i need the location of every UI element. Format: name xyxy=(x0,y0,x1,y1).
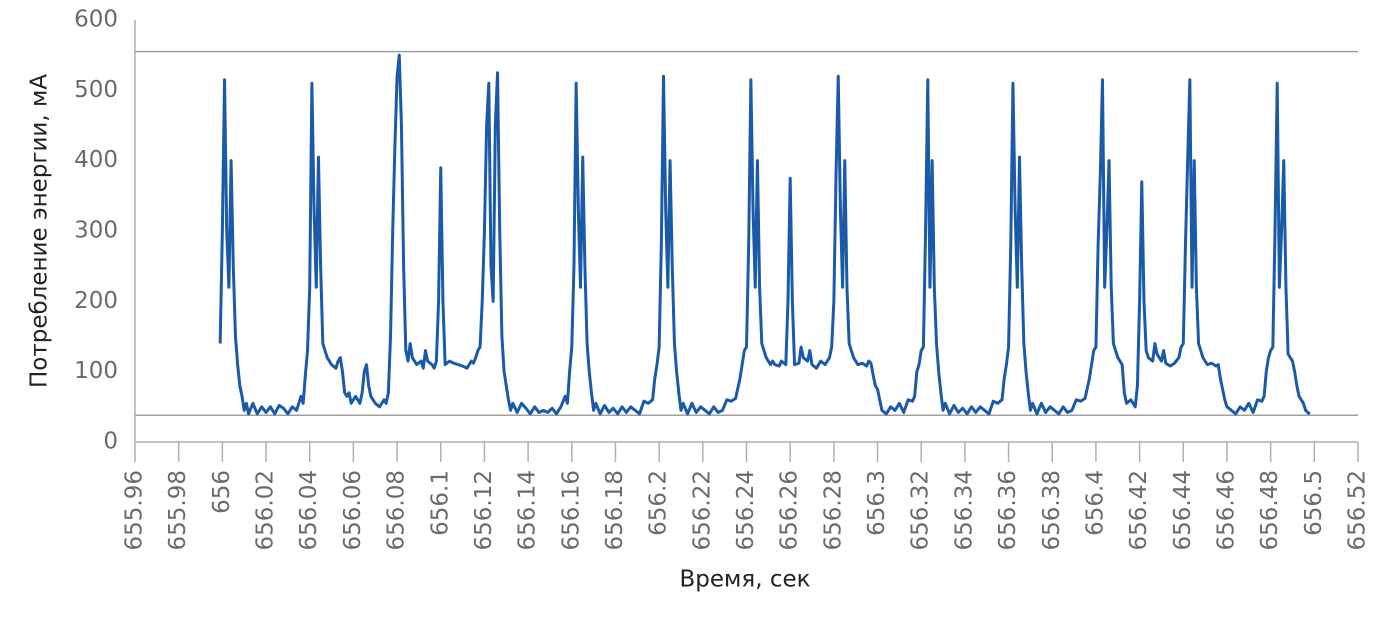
y-tick-label: 100 xyxy=(74,358,118,384)
x-axis-title: Время, сек xyxy=(679,567,810,593)
y-tick-label: 300 xyxy=(74,218,118,244)
x-tick-label: 656.16 xyxy=(558,470,584,550)
x-tick-label: 656.02 xyxy=(253,470,279,550)
x-tick-label: 656.32 xyxy=(908,470,934,550)
x-tick-label: 656.46 xyxy=(1213,470,1239,550)
y-tick-label: 600 xyxy=(74,7,118,33)
x-tick-label: 656.38 xyxy=(1039,470,1065,550)
x-tick-label: 656.4 xyxy=(1082,470,1108,536)
x-tick-label: 656.42 xyxy=(1126,470,1152,550)
x-tick-label: 656.28 xyxy=(820,470,846,550)
x-tick-label: 656.1 xyxy=(427,470,453,536)
x-tick-label: 656.34 xyxy=(951,470,977,550)
x-tick-label: 656.12 xyxy=(471,470,497,550)
x-tick-label: 656.5 xyxy=(1301,470,1327,536)
x-tick-label: 655.96 xyxy=(122,470,148,550)
y-tick-label: 200 xyxy=(74,288,118,314)
x-tick-label: 656.26 xyxy=(777,470,803,550)
x-tick-label: 656.08 xyxy=(384,470,410,550)
x-tick-label: 656.18 xyxy=(602,470,628,550)
x-tick-label: 656.36 xyxy=(995,470,1021,550)
y-tick-label: 400 xyxy=(74,147,118,173)
x-tick-label: 655.98 xyxy=(165,470,191,550)
y-tick-label: 500 xyxy=(74,77,118,103)
x-tick-label: 656.3 xyxy=(864,470,890,536)
x-tick-label: 656.2 xyxy=(646,470,672,536)
x-tick-label: 656 xyxy=(209,470,235,514)
x-tick-label: 656.44 xyxy=(1170,470,1196,550)
x-tick-label: 656.24 xyxy=(733,470,759,550)
x-tick-label: 656.22 xyxy=(689,470,715,550)
x-tick-label: 656.06 xyxy=(340,470,366,550)
y-axis-title: Потребление энергии, мА xyxy=(27,74,53,388)
y-tick-label: 0 xyxy=(103,429,118,455)
x-tick-label: 656.04 xyxy=(296,470,322,550)
data-line xyxy=(218,53,1311,416)
x-tick-label: 656.52 xyxy=(1345,470,1371,550)
x-tick-label: 656.14 xyxy=(515,470,541,550)
x-tick-label: 656.48 xyxy=(1257,470,1283,550)
